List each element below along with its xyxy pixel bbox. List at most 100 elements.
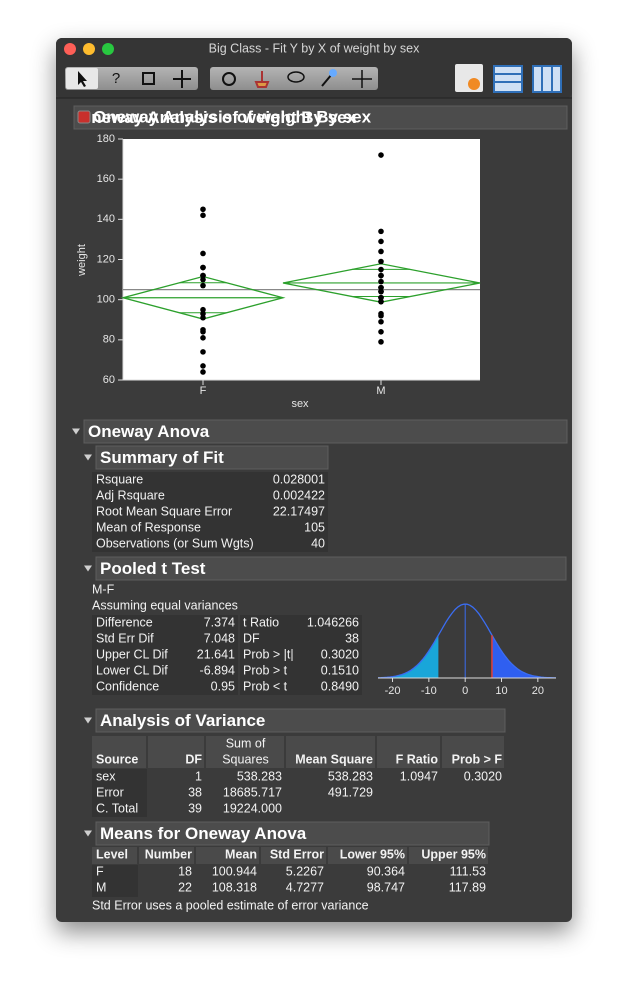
column-header: Squares [222,752,269,766]
arrow-icon [78,71,87,87]
header-cell [442,736,504,768]
data-point [378,310,384,317]
t-label: Upper CL Dif [96,647,168,661]
section-title: Analysis of Variance [100,711,265,730]
y-axis-label: weight [76,244,88,277]
summary-value: 0.002422 [273,488,325,502]
data-point [200,335,206,341]
column-header: Mean Square [295,752,373,766]
x-axis-label: sex [291,398,309,410]
disclosure-triangle[interactable] [84,830,92,837]
zoom-button[interactable] [102,43,114,55]
move-tool[interactable] [173,70,191,88]
header-cell [92,847,137,864]
help-icon[interactable]: ? [112,70,120,87]
scaler-tool[interactable] [352,70,372,88]
upper-tail [491,635,556,678]
lasso-tool[interactable] [287,71,305,83]
data-point [200,276,206,283]
y-tick-label: 100 [97,294,115,306]
summary-label: Rsquare [96,472,143,486]
note: Std Error uses a pooled estimate of erro… [92,898,369,912]
data-point [378,272,384,279]
section-title-bar [95,821,490,846]
header-cell [409,847,488,864]
columns-icon [541,66,553,92]
hand-tool[interactable] [222,72,236,86]
t-value: 1.046266 [307,615,359,629]
means-cell: 117.89 [449,880,486,894]
means-cell: 90.364 [367,864,405,878]
data-point [200,329,206,335]
section-title: Oneway Anova [88,422,210,441]
t-label: Confidence [96,679,159,693]
report-title: Oneway Analysis of weight By sex [78,108,357,127]
t-label: Std Err Dif [96,631,154,645]
section-title-bar [95,556,567,581]
disclosure-triangle[interactable] [84,454,92,461]
columns-button[interactable] [532,65,562,93]
t-value: 7.048 [204,631,235,645]
data-point [200,349,206,355]
data-point [378,329,384,335]
y-tick-label: 160 [97,173,115,185]
data-point [378,238,384,245]
disclosure-triangle[interactable] [84,717,92,724]
disclosure-triangle[interactable] [72,428,80,435]
column-header: F Ratio [396,752,439,766]
header-cell [148,736,204,768]
data-point [200,306,206,313]
t-label: DF [243,631,260,645]
data-point [378,284,384,291]
data-point [200,250,206,257]
anova-cell: sex [96,769,116,783]
y-tick-label: 60 [103,374,115,386]
header-cell [286,736,375,768]
layout-button[interactable] [493,65,523,93]
header-cell [261,847,326,864]
anova-cell: 1 [195,769,202,783]
journal-button[interactable] [455,64,483,92]
t-tick-label: -10 [421,685,437,697]
magnifier-tool[interactable] [321,73,333,87]
data-point [200,264,206,271]
t-label: t Ratio [243,615,279,629]
means-cell: 111.53 [450,864,486,878]
table-bg [92,769,147,817]
data-point [200,206,206,213]
means-cell: 108.318 [212,880,257,894]
anova-cell: C. Total [96,801,138,815]
means-cell: 4.7277 [286,880,324,894]
anova-cell: 18685.717 [223,785,282,799]
table-bg [240,615,362,695]
table-bg [92,865,138,897]
summary-value: 105 [304,520,325,534]
means-cell: M [96,880,106,894]
red-triangle-menu[interactable] [77,110,91,124]
anova-cell: 491.729 [328,785,373,799]
data-point [200,314,206,321]
close-button[interactable] [64,43,76,55]
summary-label: Adj Rsquare [96,488,165,502]
anova-cell: 0.3020 [464,769,502,783]
summary-value: 22.17497 [273,504,325,518]
brush-tool[interactable] [254,71,270,88]
section-title: Means for Oneway Anova [100,824,307,843]
crosshair-tool[interactable] [142,72,155,85]
data-point [200,272,206,279]
y-tick-label: 120 [97,253,115,265]
t-value: 0.1510 [321,663,359,677]
t-label: Lower CL Dif [96,663,168,677]
data-point [378,278,384,285]
data-point [200,363,206,369]
anova-cell: Error [96,785,124,799]
header-cell [206,736,284,768]
header-cell [92,736,146,768]
minimize-button[interactable] [83,43,95,55]
header-cell [139,847,194,864]
means-cell: 22 [178,880,192,894]
summary-label: Observations (or Sum Wgts) [96,536,254,550]
disclosure-triangle[interactable] [84,565,92,572]
t-value: 7.374 [204,615,235,629]
